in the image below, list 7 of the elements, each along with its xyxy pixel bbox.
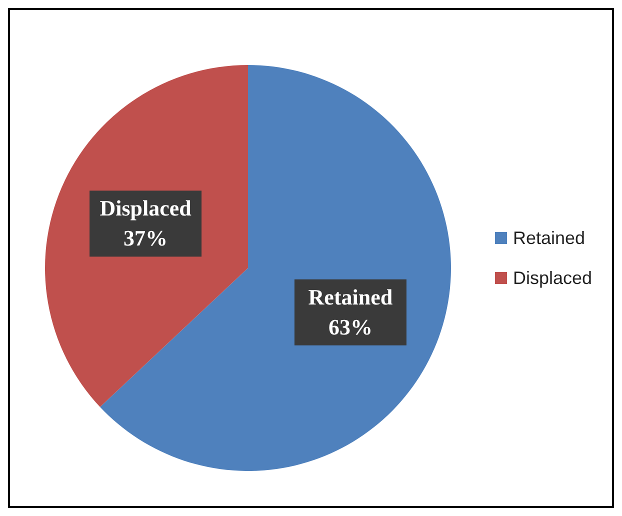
data-label: 63% <box>328 314 372 340</box>
pie-slice <box>100 65 451 471</box>
legend-label: Retained <box>512 227 586 250</box>
slice-label: Displaced <box>100 196 192 221</box>
slice-label: Retained <box>308 284 393 310</box>
data-label: 37% <box>124 226 168 251</box>
legend-label: Displaced <box>512 267 592 290</box>
